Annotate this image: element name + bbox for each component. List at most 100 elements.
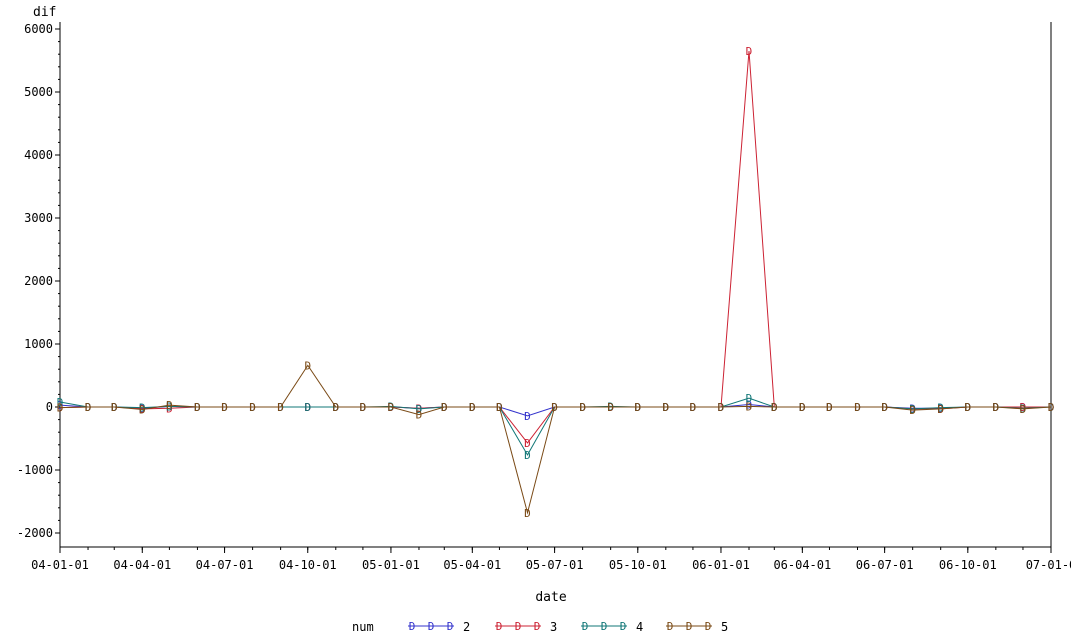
data-point: D (139, 402, 146, 415)
y-tick-label: 5000 (24, 85, 53, 99)
data-point: D (111, 401, 118, 414)
legend-title: num (352, 620, 374, 634)
data-point: D (469, 401, 476, 414)
x-axis-ticks: 04-01-01 04-04-01 04-07-01 04-10-01 05-01-01… (31, 547, 1071, 572)
y-tick-label: 1000 (24, 337, 53, 351)
series-5: D D D D D D D D DDD D DDD D DDD D D D D D D D D D D D D D D D D D D (57, 359, 1055, 519)
legend-marker: D (447, 620, 454, 633)
data-point: D (57, 396, 64, 409)
y-tick-label: -1000 (17, 463, 53, 477)
data-point: D (304, 359, 311, 372)
data-point: D (416, 409, 423, 422)
data-point: D (690, 401, 697, 414)
data-point: D (662, 401, 669, 414)
data-point: D (826, 401, 833, 414)
data-point: D (57, 402, 64, 415)
legend-label: 5 (721, 620, 728, 634)
data-point: D (57, 399, 64, 412)
data-point: D (194, 401, 201, 414)
y-tick-label: -2000 (17, 526, 53, 540)
data-point: D (57, 402, 64, 415)
data-point: D (496, 401, 503, 414)
data-point: D (937, 403, 944, 416)
data-point: D (416, 403, 423, 416)
data-point: D (881, 401, 888, 414)
data-point: D (360, 401, 367, 414)
data-point: D (718, 401, 725, 414)
legend-marker: D (705, 620, 712, 633)
y-tick-label: 3000 (24, 211, 53, 225)
data-point: D (1020, 403, 1027, 416)
x-tick-label: 05-10-01 (609, 558, 667, 572)
data-point: D (524, 507, 531, 520)
data-point: D (937, 402, 944, 415)
x-tick-label: 04-01-01 (31, 558, 89, 572)
data-point: D (1048, 401, 1055, 414)
data-point: D (166, 399, 173, 412)
data-point: D (304, 401, 311, 414)
data-point: D (139, 404, 146, 417)
data-point: D (441, 401, 448, 414)
data-point: D (277, 401, 284, 414)
legend-marker: D (620, 620, 627, 633)
data-point: D (965, 401, 972, 414)
data-point: D (332, 401, 339, 414)
data-point: D (909, 403, 916, 416)
legend-label: 4 (636, 620, 643, 634)
data-point: D (388, 401, 395, 414)
data-point: D (166, 402, 173, 415)
data-point: D (524, 449, 531, 462)
legend-marker: D (686, 620, 693, 633)
data-point: D (771, 401, 778, 414)
data-point: D (249, 401, 256, 414)
data-point: D (85, 401, 92, 414)
legend-marker: D (601, 620, 608, 633)
data-point: D (746, 45, 753, 58)
data-point: D (221, 401, 228, 414)
x-tick-label: 06-04-01 (773, 558, 831, 572)
data-point: D (854, 401, 861, 414)
y-tick-label: 4000 (24, 148, 53, 162)
data-point: D (1020, 401, 1027, 414)
data-point: D (993, 401, 1000, 414)
data-point: D (524, 410, 531, 423)
x-tick-label: 04-07-01 (196, 558, 254, 572)
x-tick-label: 06-07-01 (856, 558, 914, 572)
x-tick-label: 05-01-01 (362, 558, 420, 572)
legend-marker: D (667, 620, 674, 633)
x-tick-label: 06-01-01 (692, 558, 750, 572)
series-layer: D D D D D D D D D D D D D D D D DDD D D D D D D D D D D D D D D D D D DD D D… (57, 45, 1055, 520)
axes (59, 22, 1052, 548)
y-tick-label: 0 (46, 400, 53, 414)
data-point: D (634, 401, 641, 414)
data-point: D (524, 437, 531, 450)
legend-marker: D (496, 620, 503, 633)
series-line (59, 50, 1051, 444)
legend-marker: D (409, 620, 416, 633)
data-point: D (746, 398, 753, 411)
data-point: D (579, 401, 586, 414)
series-3: D D D D D D D D D D D D D D D D DDD D D D D D DDD D D D D D D D D D D (57, 45, 1055, 450)
data-point: D (746, 392, 753, 405)
legend-marker: D (534, 620, 541, 633)
series-line (59, 364, 1052, 515)
legend-marker: D (515, 620, 522, 633)
y-axis-ticks: -2000 -1000 0 1000 2000 3000 4000 5000 6000 (17, 22, 60, 540)
data-point: D (746, 400, 753, 413)
x-tick-label: 06-10-01 (939, 558, 997, 572)
data-point: D (607, 401, 614, 414)
y-tick-label: 2000 (24, 274, 53, 288)
data-point: D (85, 401, 92, 414)
x-tick-label: 04-10-01 (279, 558, 337, 572)
x-tick-label: 05-07-01 (526, 558, 584, 572)
y-axis-label: dif (33, 5, 56, 20)
data-point: D (166, 400, 173, 413)
x-axis-label: date (535, 590, 566, 605)
legend-label: 2 (463, 620, 470, 634)
x-tick-label: 05-04-01 (443, 558, 501, 572)
